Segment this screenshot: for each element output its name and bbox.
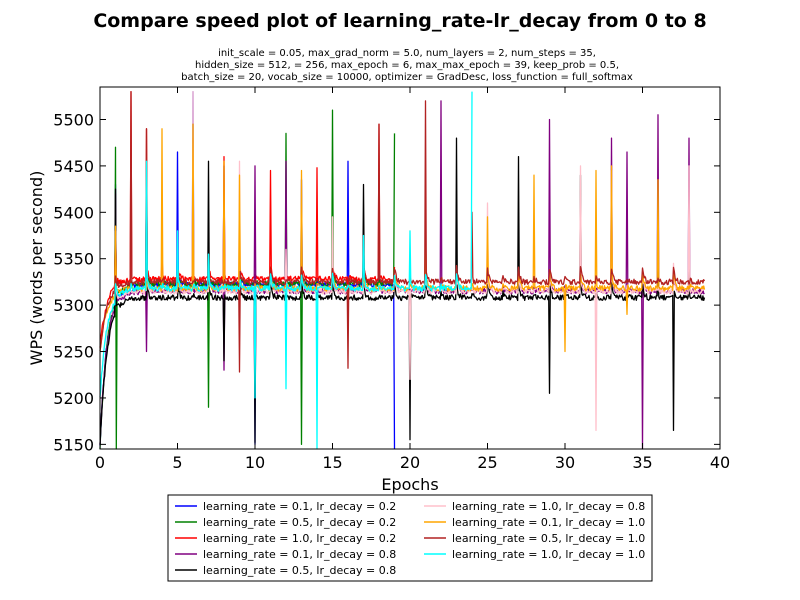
chart-subtitle-line-1: init_scale = 0.05, max_grad_norm = 5.0, … bbox=[218, 48, 596, 59]
x-tick-label: 20 bbox=[400, 453, 420, 472]
x-tick-label: 5 bbox=[172, 453, 182, 472]
x-tick-label: 10 bbox=[245, 453, 265, 472]
series-line-8 bbox=[99, 90, 706, 373]
x-tick-label: 0 bbox=[95, 453, 105, 472]
legend-label: learning_rate = 0.1, lr_decay = 0.2 bbox=[203, 500, 396, 513]
x-tick-label: 25 bbox=[477, 453, 497, 472]
legend-label: learning_rate = 0.5, lr_decay = 0.2 bbox=[203, 516, 396, 529]
y-tick-label: 5400 bbox=[53, 203, 94, 222]
series-layer bbox=[99, 90, 706, 450]
legend-label: learning_rate = 0.1, lr_decay = 1.0 bbox=[452, 516, 645, 529]
y-tick-label: 5300 bbox=[53, 296, 94, 315]
legend-label: learning_rate = 1.0, lr_decay = 1.0 bbox=[452, 548, 645, 561]
legend-box bbox=[167, 494, 653, 582]
series-line-5 bbox=[99, 137, 706, 445]
series-line-9 bbox=[99, 91, 473, 450]
x-tick-label: 30 bbox=[555, 453, 575, 472]
chart-subtitle-line-2: hidden_size = 512, = 256, max_epoch = 6,… bbox=[195, 60, 619, 71]
legend-label: learning_rate = 1.0, lr_decay = 0.2 bbox=[203, 532, 396, 545]
y-tick-label: 5350 bbox=[53, 250, 94, 269]
x-axis-label: Epochs bbox=[381, 475, 438, 494]
legend: learning_rate = 0.1, lr_decay = 0.2 learn… bbox=[167, 494, 653, 582]
y-tick-label: 5500 bbox=[53, 110, 94, 129]
y-axis-label: WPS (words per second) bbox=[27, 171, 46, 366]
y-tick-label: 5200 bbox=[53, 389, 94, 408]
series-line-6 bbox=[99, 90, 705, 432]
x-axis-ticks: 0 5 10 15 20 25 30 35 40 bbox=[95, 87, 730, 472]
legend-label: learning_rate = 0.5, lr_decay = 0.8 bbox=[203, 564, 396, 577]
x-tick-label: 15 bbox=[322, 453, 342, 472]
chart-subtitle-line-3: batch_size = 20, vocab_size = 10000, opt… bbox=[181, 72, 633, 83]
y-tick-label: 5250 bbox=[53, 343, 94, 362]
y-tick-label: 5150 bbox=[53, 435, 94, 454]
legend-label: learning_rate = 0.5, lr_decay = 1.0 bbox=[452, 532, 645, 545]
legend-label: learning_rate = 0.1, lr_decay = 0.8 bbox=[203, 548, 396, 561]
x-tick-label: 35 bbox=[632, 453, 652, 472]
y-tick-label: 5450 bbox=[53, 157, 94, 176]
chart-title: Compare speed plot of learning_rate-lr_d… bbox=[93, 10, 706, 32]
legend-items: learning_rate = 0.1, lr_decay = 0.2 learn… bbox=[175, 500, 645, 577]
y-axis-ticks: 5150 5200 5250 5300 5350 5400 5450 5500 bbox=[53, 110, 720, 454]
legend-label: learning_rate = 1.0, lr_decay = 0.8 bbox=[452, 500, 645, 513]
x-tick-label: 40 bbox=[710, 453, 730, 472]
